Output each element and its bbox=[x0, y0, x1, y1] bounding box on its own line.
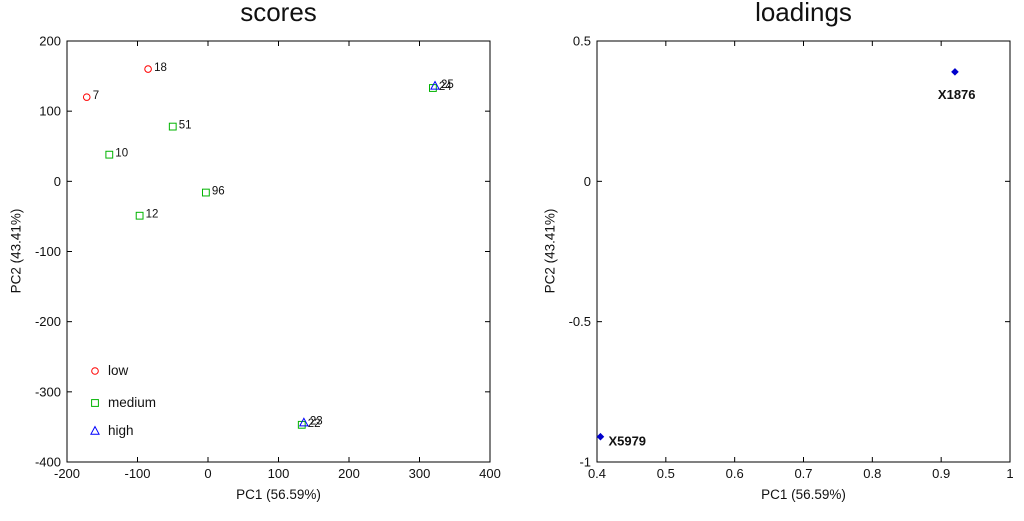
scores-y-axis-label: PC2 (43.41%) bbox=[8, 208, 24, 294]
y-tick-label: 0 bbox=[54, 174, 61, 189]
y-tick-label: -0.5 bbox=[569, 314, 591, 329]
x-tick-label: 1 bbox=[1006, 466, 1013, 481]
data-point-label: X1876 bbox=[938, 87, 976, 102]
x-tick-label: 100 bbox=[268, 466, 290, 481]
legend-item-label: medium bbox=[108, 395, 156, 410]
data-point-label: 23 bbox=[310, 416, 323, 428]
x-tick-label: 0 bbox=[204, 466, 211, 481]
data-point-marker bbox=[82, 93, 91, 101]
x-tick-label: 0.4 bbox=[588, 466, 606, 481]
data-point-label: 7 bbox=[93, 90, 99, 102]
data-point-marker bbox=[91, 399, 99, 407]
data-point-marker bbox=[201, 188, 210, 197]
data-point-marker bbox=[298, 417, 309, 427]
data-point-marker bbox=[144, 65, 152, 73]
data-point-marker bbox=[90, 425, 100, 435]
data-point-label: 12 bbox=[146, 209, 159, 221]
data-point-label: 24 bbox=[439, 81, 452, 93]
x-tick-label: 400 bbox=[479, 466, 501, 481]
y-tick-label: 0 bbox=[584, 174, 591, 189]
legend-item-label: low bbox=[108, 363, 129, 378]
y-tick-label: -200 bbox=[35, 314, 61, 329]
y-tick-label: 100 bbox=[39, 104, 61, 119]
data-point-label: 96 bbox=[212, 186, 225, 198]
data-point-label: X5979 bbox=[608, 434, 646, 449]
data-point-label: 25 bbox=[441, 79, 454, 91]
data-point-label: 10 bbox=[115, 148, 128, 160]
x-tick-label: 200 bbox=[338, 466, 360, 481]
data-point-marker bbox=[105, 150, 114, 159]
data-point-marker bbox=[135, 211, 144, 220]
data-point-label: 18 bbox=[154, 62, 167, 74]
y-tick-label: 200 bbox=[39, 34, 61, 49]
x-tick-label: -200 bbox=[54, 466, 80, 481]
loadings-plot-title: loadings bbox=[755, 0, 852, 27]
loadings-y-axis-label: PC2 (43.41%) bbox=[542, 208, 558, 294]
x-tick-label: 0.5 bbox=[657, 466, 675, 481]
x-tick-label: 0.7 bbox=[794, 466, 812, 481]
data-point-marker bbox=[951, 68, 959, 76]
y-tick-label: -100 bbox=[35, 244, 61, 259]
data-point-label: 51 bbox=[179, 120, 192, 132]
x-tick-label: -100 bbox=[124, 466, 150, 481]
y-tick-label: -300 bbox=[35, 384, 61, 399]
scores-plot-title: scores bbox=[240, 0, 317, 27]
data-point-marker bbox=[430, 80, 440, 90]
loadings-x-axis-label: PC1 (56.59%) bbox=[761, 487, 846, 502]
plot-box bbox=[66, 40, 491, 463]
data-point-marker bbox=[596, 432, 605, 441]
y-tick-label: -400 bbox=[35, 455, 61, 470]
y-tick-label: -1 bbox=[579, 455, 591, 470]
scores-x-axis-label: PC1 (56.59%) bbox=[236, 487, 321, 502]
x-tick-label: 0.9 bbox=[932, 466, 950, 481]
x-tick-label: 0.6 bbox=[726, 466, 744, 481]
y-tick-label: 0.5 bbox=[573, 34, 591, 49]
data-point-label: 22 bbox=[308, 418, 321, 430]
plot-box bbox=[596, 40, 1011, 463]
legend-item-label: high bbox=[108, 423, 134, 438]
x-tick-label: 0.8 bbox=[863, 466, 881, 481]
data-point-marker bbox=[168, 122, 177, 131]
data-point-marker bbox=[91, 367, 99, 375]
x-tick-label: 300 bbox=[409, 466, 431, 481]
